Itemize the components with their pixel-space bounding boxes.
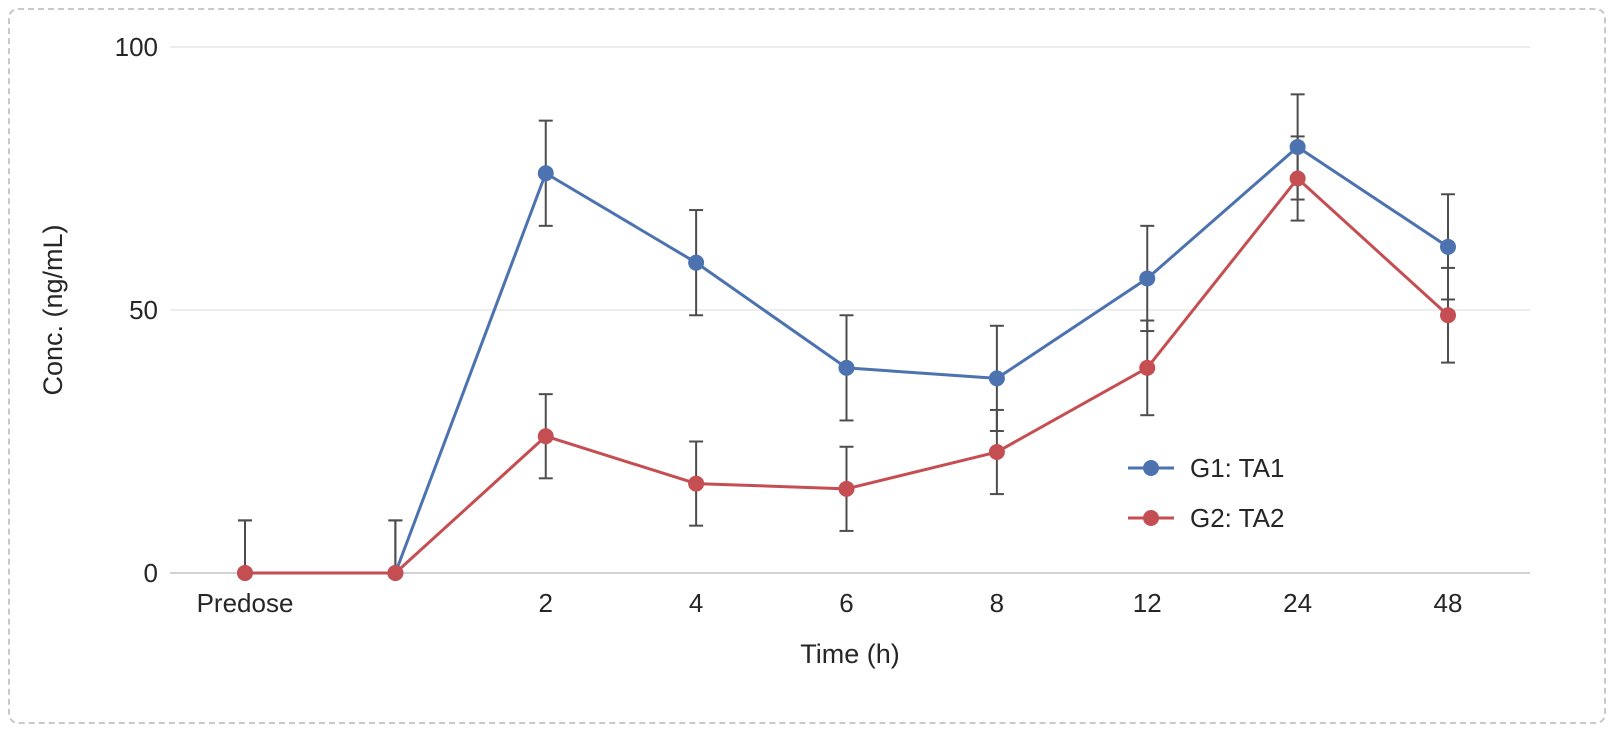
data-point: [1289, 138, 1306, 155]
legend-marker: [1143, 510, 1159, 526]
figure-border: [8, 8, 1606, 724]
y-tick-label: 100: [115, 32, 158, 62]
x-tick-label: Predose: [197, 588, 294, 618]
y-tick-label: 0: [144, 558, 158, 588]
x-tick-label: 4: [689, 588, 703, 618]
data-point: [988, 444, 1005, 461]
data-point: [1289, 170, 1306, 187]
data-point: [537, 428, 554, 445]
data-point: [688, 254, 705, 271]
x-tick-label: 6: [839, 588, 853, 618]
y-tick-label: 50: [129, 295, 158, 325]
data-point: [1139, 359, 1156, 376]
y-axis-label: Conc. (ng/mL): [38, 224, 68, 395]
data-point: [1440, 238, 1456, 255]
x-tick-label: 2: [539, 588, 553, 618]
legend-label: G2: TA2: [1190, 503, 1284, 533]
data-point: [237, 565, 253, 581]
data-point: [838, 359, 855, 376]
legend-label: G1: TA1: [1190, 453, 1284, 483]
x-tick-label: 8: [990, 588, 1004, 618]
legend-marker: [1143, 460, 1159, 476]
data-point: [988, 370, 1005, 387]
data-point: [1440, 307, 1456, 324]
data-point: [387, 565, 404, 581]
x-tick-label: 48: [1434, 588, 1463, 618]
x-tick-label: 24: [1283, 588, 1312, 618]
x-axis-label: Time (h): [800, 639, 900, 669]
data-point: [1139, 270, 1156, 287]
data-point: [688, 475, 705, 492]
x-tick-label: 12: [1133, 588, 1162, 618]
data-point: [838, 480, 855, 497]
data-point: [537, 165, 554, 182]
